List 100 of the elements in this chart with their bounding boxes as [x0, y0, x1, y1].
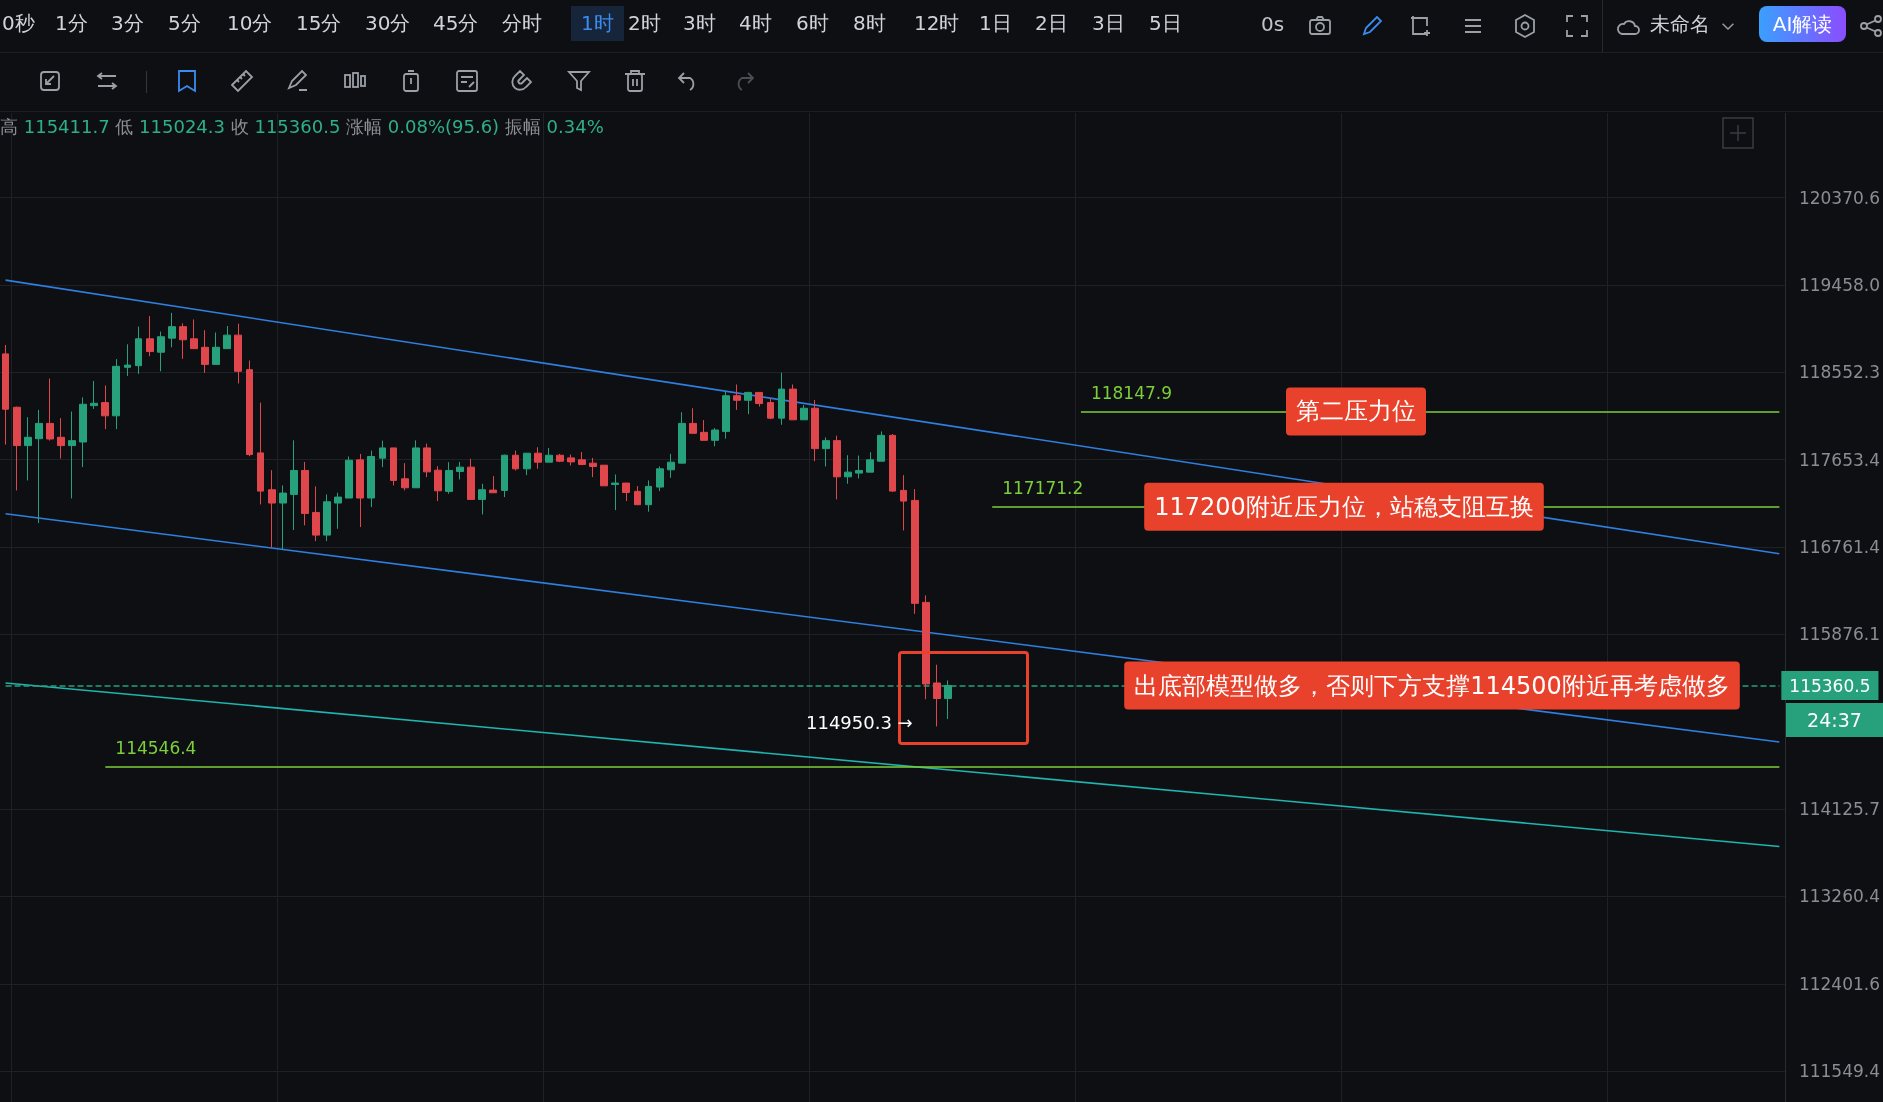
- candlestick: [611, 473, 619, 511]
- candlestick: [767, 397, 774, 420]
- candlestick: [733, 383, 741, 411]
- y-tick-label: 118552.3: [1798, 362, 1881, 383]
- candlestick: [57, 417, 65, 460]
- candlestick: [866, 451, 874, 473]
- candlestick: [689, 407, 697, 434]
- candlestick: [212, 332, 220, 365]
- candlestick: [112, 358, 120, 430]
- text: 0秒: [2, 10, 35, 37]
- text: 3日: [1092, 10, 1125, 37]
- candlestick: [667, 453, 675, 479]
- candlestick: [2, 344, 9, 446]
- candlestick: [556, 453, 564, 463]
- y-tick-label: 113260.4: [1798, 886, 1881, 907]
- candlestick: [257, 402, 264, 505]
- candlestick: [367, 450, 375, 508]
- candlestick: [379, 440, 386, 468]
- candlestick: [656, 465, 664, 492]
- candlestick: [900, 474, 907, 531]
- candlestick: [79, 396, 87, 468]
- text: 2时: [628, 10, 661, 37]
- candlestick: [844, 454, 852, 485]
- y-tick-label: 115876.1: [1798, 624, 1881, 645]
- y-tick-label: 116761.4: [1798, 536, 1881, 557]
- candlestick: [755, 391, 763, 408]
- candlestick: [700, 419, 708, 441]
- candlestick: [523, 452, 531, 476]
- candlestick: [90, 380, 98, 410]
- candlestick: [223, 325, 231, 350]
- text: AI解读: [1759, 6, 1846, 42]
- candlestick: [855, 455, 863, 479]
- text: 未命名: [1650, 11, 1710, 38]
- candlestick: [512, 450, 519, 471]
- text: 15分: [296, 10, 342, 37]
- candlestick: [711, 427, 719, 447]
- candlestick: [678, 411, 686, 464]
- candlestick: [279, 484, 287, 550]
- candlestick: [833, 435, 841, 500]
- text: 30分: [365, 10, 411, 37]
- candlestick: [922, 594, 930, 700]
- candlestick: [135, 326, 142, 375]
- y-tick-label: 119458.0: [1798, 274, 1881, 295]
- candlestick: [24, 416, 32, 481]
- candlestick: [157, 331, 165, 372]
- candlestick: [933, 664, 941, 727]
- candlestick: [877, 430, 885, 462]
- candlestick: [312, 485, 320, 542]
- candlestick: [589, 457, 597, 478]
- candlestick: [423, 443, 431, 478]
- candlestick: [456, 461, 464, 480]
- text: 5分: [168, 10, 201, 37]
- candlestick: [534, 446, 542, 470]
- candlestick: [345, 456, 353, 499]
- candlestick: [622, 482, 630, 502]
- candlestick: [246, 359, 253, 457]
- text: 24:37: [1786, 702, 1883, 737]
- candlestick: [911, 488, 919, 615]
- ref-line-label: 117171.2: [1002, 478, 1084, 499]
- annotation: 117200附近压力位，站稳支阻互换: [1154, 492, 1534, 521]
- text: 1日: [979, 10, 1012, 37]
- ref-line-label: 114546.4: [115, 738, 197, 759]
- candlestick: [412, 439, 420, 489]
- annotation: 出底部模型做多，否则下方支撑114500附近再考虑做多: [1134, 671, 1730, 700]
- candlestick: [889, 433, 896, 493]
- candlestick: [445, 461, 453, 495]
- text: 3时: [683, 10, 716, 37]
- candlestick: [179, 322, 187, 360]
- candlestick: [434, 465, 442, 502]
- text: 4时: [739, 10, 772, 37]
- candlestick: [101, 384, 109, 430]
- candlestick: [744, 391, 752, 415]
- text: 高 115411.7 低 115024.3 收 115360.5 涨幅 0.08%(95.6) 振幅 0.34%: [0, 116, 604, 137]
- y-tick-label: 117653.4: [1798, 449, 1881, 470]
- ref-line-label: 115360.5: [1789, 675, 1871, 696]
- candlestick: [634, 485, 641, 506]
- candlestick: [201, 329, 209, 374]
- candlestick: [600, 464, 608, 487]
- candlestick: [645, 479, 652, 513]
- ref-line-label: 118147.9: [1090, 382, 1173, 403]
- text: 5日: [1149, 10, 1182, 37]
- candlestick: [567, 454, 575, 466]
- y-tick-label: 120370.6: [1798, 187, 1881, 208]
- candlestick: [501, 454, 508, 498]
- candlestick: [190, 318, 198, 350]
- candlestick: [489, 475, 497, 494]
- annotation: 第二压力位: [1296, 397, 1416, 426]
- text: 1时: [571, 6, 624, 41]
- candlestick: [789, 383, 797, 421]
- candlestick: [124, 343, 131, 377]
- candlestick: [146, 315, 154, 357]
- candlestick: [401, 462, 409, 491]
- text: 1分: [55, 10, 88, 37]
- candlestick: [323, 493, 331, 542]
- candlestick: [778, 372, 785, 426]
- text: 分时: [502, 10, 542, 37]
- text: 10分: [227, 10, 273, 37]
- candlestick: [46, 378, 54, 442]
- candlestick: [578, 451, 586, 466]
- candlestick: [467, 458, 475, 500]
